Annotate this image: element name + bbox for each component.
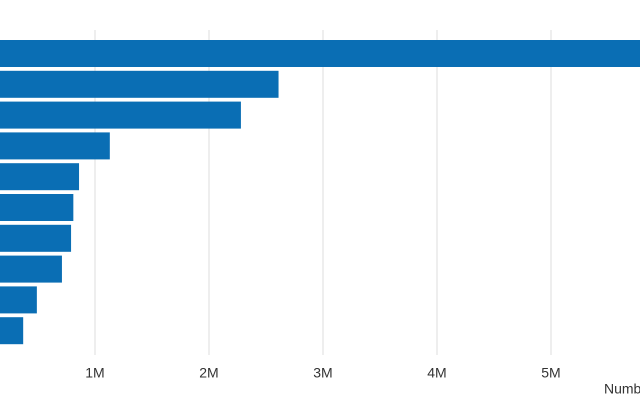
x-tick-label: 3M: [313, 365, 332, 381]
bar: [0, 132, 110, 160]
bar: [0, 70, 279, 98]
x-axis-label: Numb: [604, 381, 640, 397]
bar: [0, 101, 241, 129]
x-tick-label: 1M: [85, 365, 104, 381]
bar: [0, 286, 37, 314]
bar: [0, 40, 640, 67]
bar: [0, 317, 24, 345]
x-tick-label: 5M: [541, 365, 560, 381]
x-tick-label: 2M: [199, 365, 218, 381]
bar: [0, 163, 80, 191]
x-tick-label: 4M: [427, 365, 446, 381]
bar: [0, 255, 62, 283]
bar: [0, 194, 74, 221]
bar: [0, 224, 72, 252]
